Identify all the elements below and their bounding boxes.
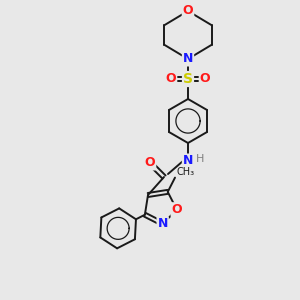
Text: N: N [183, 154, 193, 167]
Text: N: N [158, 217, 168, 230]
Text: CH₃: CH₃ [176, 167, 194, 177]
Text: O: O [166, 73, 176, 85]
Text: O: O [145, 157, 155, 169]
Text: O: O [183, 4, 193, 17]
Text: S: S [183, 72, 193, 86]
Text: N: N [183, 52, 193, 65]
Text: O: O [172, 203, 182, 216]
Text: H: H [196, 154, 204, 164]
Text: O: O [200, 73, 210, 85]
